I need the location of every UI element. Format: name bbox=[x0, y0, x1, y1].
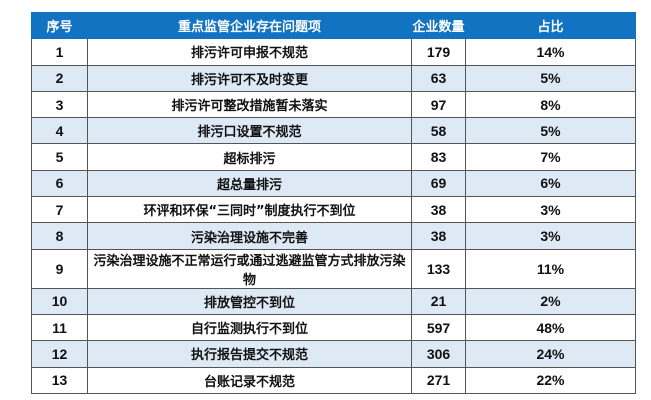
row-no: 9 bbox=[31, 248, 88, 289]
header-issue: 重点监管企业存在问题项 bbox=[87, 11, 412, 40]
row-issue: 自行监测执行不到位 bbox=[87, 313, 412, 342]
row-count: 63 bbox=[411, 64, 466, 92]
row-pct: 11% bbox=[465, 248, 636, 289]
table-row: 5 超标排污 83 7% bbox=[31, 143, 636, 171]
row-no: 8 bbox=[31, 222, 88, 250]
issues-table: 序号 重点监管企业存在问题项 企业数量 占比 1 排污许可申报不规范 179 14% 2… bbox=[31, 11, 636, 394]
row-pct: 3% bbox=[465, 222, 636, 250]
row-issue: 超总量排污 bbox=[87, 169, 412, 198]
row-count: 179 bbox=[411, 38, 466, 66]
header-no: 序号 bbox=[31, 11, 88, 40]
table-row: 1 排污许可申报不规范 179 14% bbox=[31, 38, 636, 66]
row-issue: 超标排污 bbox=[87, 143, 412, 171]
row-issue: 污染治理设施不完善 bbox=[87, 222, 412, 250]
row-pct: 2% bbox=[465, 287, 636, 315]
header-pct: 占比 bbox=[465, 11, 636, 40]
row-pct: 14% bbox=[465, 38, 636, 66]
table-row: 7 环评和环保“三同时”制度执行不到位 38 3% bbox=[31, 196, 636, 224]
row-no: 3 bbox=[31, 90, 88, 119]
table-row: 11 自行监测执行不到位 597 48% bbox=[31, 313, 636, 342]
row-count: 97 bbox=[411, 90, 466, 119]
table-row: 3 排污许可整改措施暂未落实 97 8% bbox=[31, 90, 636, 119]
row-count: 83 bbox=[411, 143, 466, 171]
row-pct: 5% bbox=[465, 117, 636, 145]
row-pct: 6% bbox=[465, 169, 636, 198]
row-issue: 排放管控不到位 bbox=[87, 287, 412, 315]
row-no: 12 bbox=[31, 340, 88, 368]
row-pct: 22% bbox=[465, 366, 636, 394]
row-pct: 3% bbox=[465, 196, 636, 224]
row-issue: 排污许可不及时变更 bbox=[87, 64, 412, 92]
row-no: 2 bbox=[31, 64, 88, 92]
table-row: 13 台账记录不规范 271 22% bbox=[31, 366, 636, 394]
header-count: 企业数量 bbox=[411, 11, 466, 40]
row-pct: 5% bbox=[465, 64, 636, 92]
row-no: 11 bbox=[31, 313, 88, 342]
row-count: 58 bbox=[411, 117, 466, 145]
row-count: 38 bbox=[411, 222, 466, 250]
row-no: 13 bbox=[31, 366, 88, 394]
row-pct: 8% bbox=[465, 90, 636, 119]
row-count: 69 bbox=[411, 169, 466, 198]
row-no: 5 bbox=[31, 143, 88, 171]
table-row: 10 排放管控不到位 21 2% bbox=[31, 287, 636, 315]
row-count: 133 bbox=[411, 248, 466, 289]
row-count: 38 bbox=[411, 196, 466, 224]
row-issue: 排污许可整改措施暂未落实 bbox=[87, 90, 412, 119]
row-issue: 排污口设置不规范 bbox=[87, 117, 412, 145]
row-no: 4 bbox=[31, 117, 88, 145]
row-issue: 台账记录不规范 bbox=[87, 366, 412, 394]
table-row: 6 超总量排污 69 6% bbox=[31, 169, 636, 198]
row-no: 1 bbox=[31, 38, 88, 66]
header-row: 序号 重点监管企业存在问题项 企业数量 占比 bbox=[31, 11, 636, 40]
row-pct: 24% bbox=[465, 340, 636, 368]
table-row: 4 排污口设置不规范 58 5% bbox=[31, 117, 636, 145]
row-count: 597 bbox=[411, 313, 466, 342]
row-issue: 排污许可申报不规范 bbox=[87, 38, 412, 66]
row-issue: 执行报告提交不规范 bbox=[87, 340, 412, 368]
row-pct: 7% bbox=[465, 143, 636, 171]
row-count: 306 bbox=[411, 340, 466, 368]
table-row: 2 排污许可不及时变更 63 5% bbox=[31, 64, 636, 92]
table-row: 9 污染治理设施不正常运行或通过逃避监管方式排放污染物 133 11% bbox=[31, 248, 636, 289]
row-issue: 环评和环保“三同时”制度执行不到位 bbox=[87, 196, 412, 224]
row-no: 7 bbox=[31, 196, 88, 224]
row-pct: 48% bbox=[465, 313, 636, 342]
row-no: 10 bbox=[31, 287, 88, 315]
table-row: 12 执行报告提交不规范 306 24% bbox=[31, 340, 636, 368]
table-row: 8 污染治理设施不完善 38 3% bbox=[31, 222, 636, 250]
row-no: 6 bbox=[31, 169, 88, 198]
row-issue: 污染治理设施不正常运行或通过逃避监管方式排放污染物 bbox=[87, 248, 412, 289]
row-count: 271 bbox=[411, 366, 466, 394]
row-count: 21 bbox=[411, 287, 466, 315]
